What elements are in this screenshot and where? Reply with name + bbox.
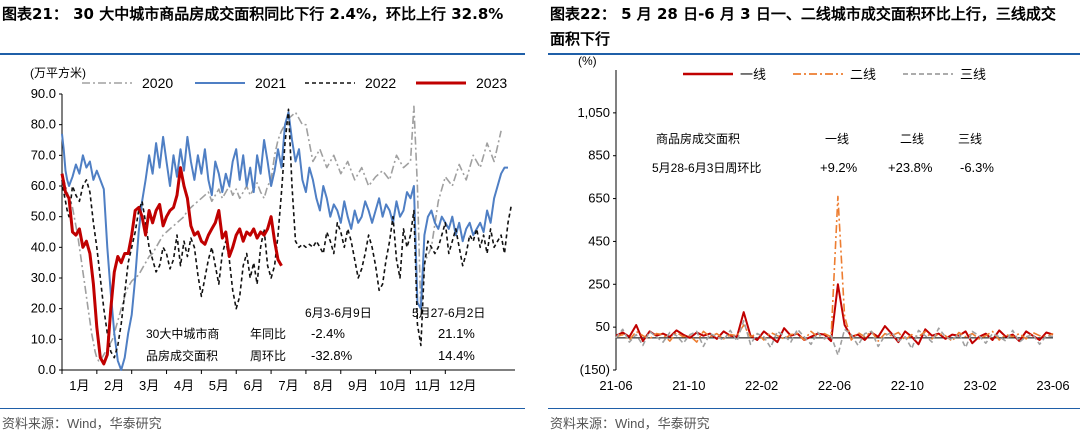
series-line-二线	[615, 195, 1054, 343]
x-tick-label: 8月	[313, 378, 333, 393]
title-rule	[548, 53, 1080, 55]
legend-label: 2022	[365, 75, 396, 91]
x-tick-label: 9月	[348, 378, 368, 393]
annotation-value: -32.8%	[311, 348, 353, 363]
legend-label: 一线	[740, 67, 766, 82]
annotation-yoy-label: 年同比	[250, 327, 286, 341]
annotation-value: +23.8%	[888, 160, 933, 175]
y-tick-label: 1,050	[577, 105, 610, 120]
x-tick-label: 12月	[449, 378, 476, 393]
y-tick-label: 250	[588, 276, 610, 291]
y-tick-label: 50	[596, 319, 610, 334]
y-tick-label: 60.0	[31, 178, 56, 193]
x-tick-label: 10月	[379, 378, 406, 393]
x-tick-label: 23-06	[1036, 378, 1069, 393]
x-tick-label: 3月	[139, 378, 159, 393]
annotation-row-label: 品房成交面积	[146, 348, 218, 363]
series-line-2020	[61, 105, 502, 362]
x-tick-label: 7月	[278, 378, 298, 393]
annotation-value: -6.3%	[960, 160, 994, 175]
legend-label: 三线	[960, 67, 986, 82]
x-tick-label: 23-02	[964, 378, 997, 393]
y-tick-label: 40.0	[31, 239, 56, 254]
y-tick-label: 20.0	[31, 301, 56, 316]
annotation-value: 21.1%	[438, 326, 475, 341]
y-tick-label: 70.0	[31, 147, 56, 162]
right-chart-svg: (%) (150) 50 250 450 650 850 1,050 21-06 21-10 22-…	[577, 54, 1069, 393]
y-tick-label: 450	[588, 233, 610, 248]
x-tick-label: 22-10	[891, 378, 924, 393]
annotation-wow-label: 周环比	[250, 349, 286, 363]
y-tick-label: 850	[588, 148, 610, 163]
annotation-value: 14.4%	[438, 348, 475, 363]
annotation-row-label: 30大中城市商	[146, 326, 219, 341]
series-line-2022	[61, 108, 513, 359]
footer-rule	[0, 408, 525, 409]
annotation-row-label: 5月28-6月3日周环比	[652, 161, 761, 175]
x-tick-label: 4月	[174, 378, 194, 393]
footer-rule	[548, 408, 1080, 409]
right-chart-panel: 图表22： 5 月 28 日-6 月 3 日一、二线城市成交面积环比上行，三线成…	[548, 0, 1080, 435]
x-tick-label: 1月	[69, 378, 89, 393]
series-line-三线	[615, 319, 1054, 356]
x-tick-label: 11月	[415, 378, 442, 393]
legend-label: 二线	[850, 67, 876, 82]
series-line-2021	[61, 111, 508, 371]
annotation-period1: 6月3-6月9日	[305, 306, 372, 320]
title-rule	[0, 53, 525, 55]
x-tick-label: 22-06	[818, 378, 851, 393]
chart-title: 图表21： 30 大中城市商品房成交面积同比下行 2.4%，环比上行 32.8%	[2, 5, 504, 23]
x-tick-label: 2月	[104, 378, 124, 393]
annotation-col-label: 二线	[900, 132, 924, 146]
left-chart-panel: 图表21： 30 大中城市商品房成交面积同比下行 2.4%，环比上行 32.8%…	[0, 0, 525, 435]
unit-label: (%)	[578, 54, 597, 68]
annotation-value: -2.4%	[311, 326, 345, 341]
chart-source: 资料来源：Wind，华泰研究	[550, 416, 710, 431]
x-tick-label: 5月	[209, 378, 229, 393]
x-tick-label: 21-10	[672, 378, 705, 393]
annotation-col-label: 一线	[825, 132, 849, 146]
y-tick-label: 90.0	[31, 86, 56, 101]
y-tick-label: 10.0	[31, 331, 56, 346]
y-tick-label: 50.0	[31, 209, 56, 224]
y-tick-label: 0.0	[38, 362, 56, 377]
left-chart-svg: (万平方米) 0.0 10.0 20.0 30.0 40.0 50.0 60.0 70.0 80.…	[30, 65, 515, 393]
y-tick-label: 30.0	[31, 270, 56, 285]
legend-label: 2020	[142, 75, 173, 91]
x-tick-label: 6月	[244, 378, 264, 393]
chart-source: 资料来源：Wind，华泰研究	[2, 416, 162, 431]
legend-label: 2023	[476, 75, 507, 91]
chart-title: 图表22： 5 月 28 日-6 月 3 日一、二线城市成交面积环比上行，三线成…	[550, 5, 1056, 48]
series-line-2023	[60, 166, 283, 366]
x-tick-label: 22-02	[745, 378, 778, 393]
annotation-col-label: 三线	[958, 132, 982, 146]
unit-label: (万平方米)	[30, 65, 86, 80]
annotation-value: +9.2%	[820, 160, 858, 175]
legend-label: 2021	[255, 75, 286, 91]
annotation-header-label: 商品房成交面积	[656, 131, 740, 146]
annotation-period2: 5月27-6月2日	[412, 306, 485, 320]
y-tick-label: 650	[588, 191, 610, 206]
y-tick-label: 80.0	[31, 117, 56, 132]
y-tick-label: (150)	[580, 362, 610, 377]
x-tick-label: 21-06	[599, 378, 632, 393]
